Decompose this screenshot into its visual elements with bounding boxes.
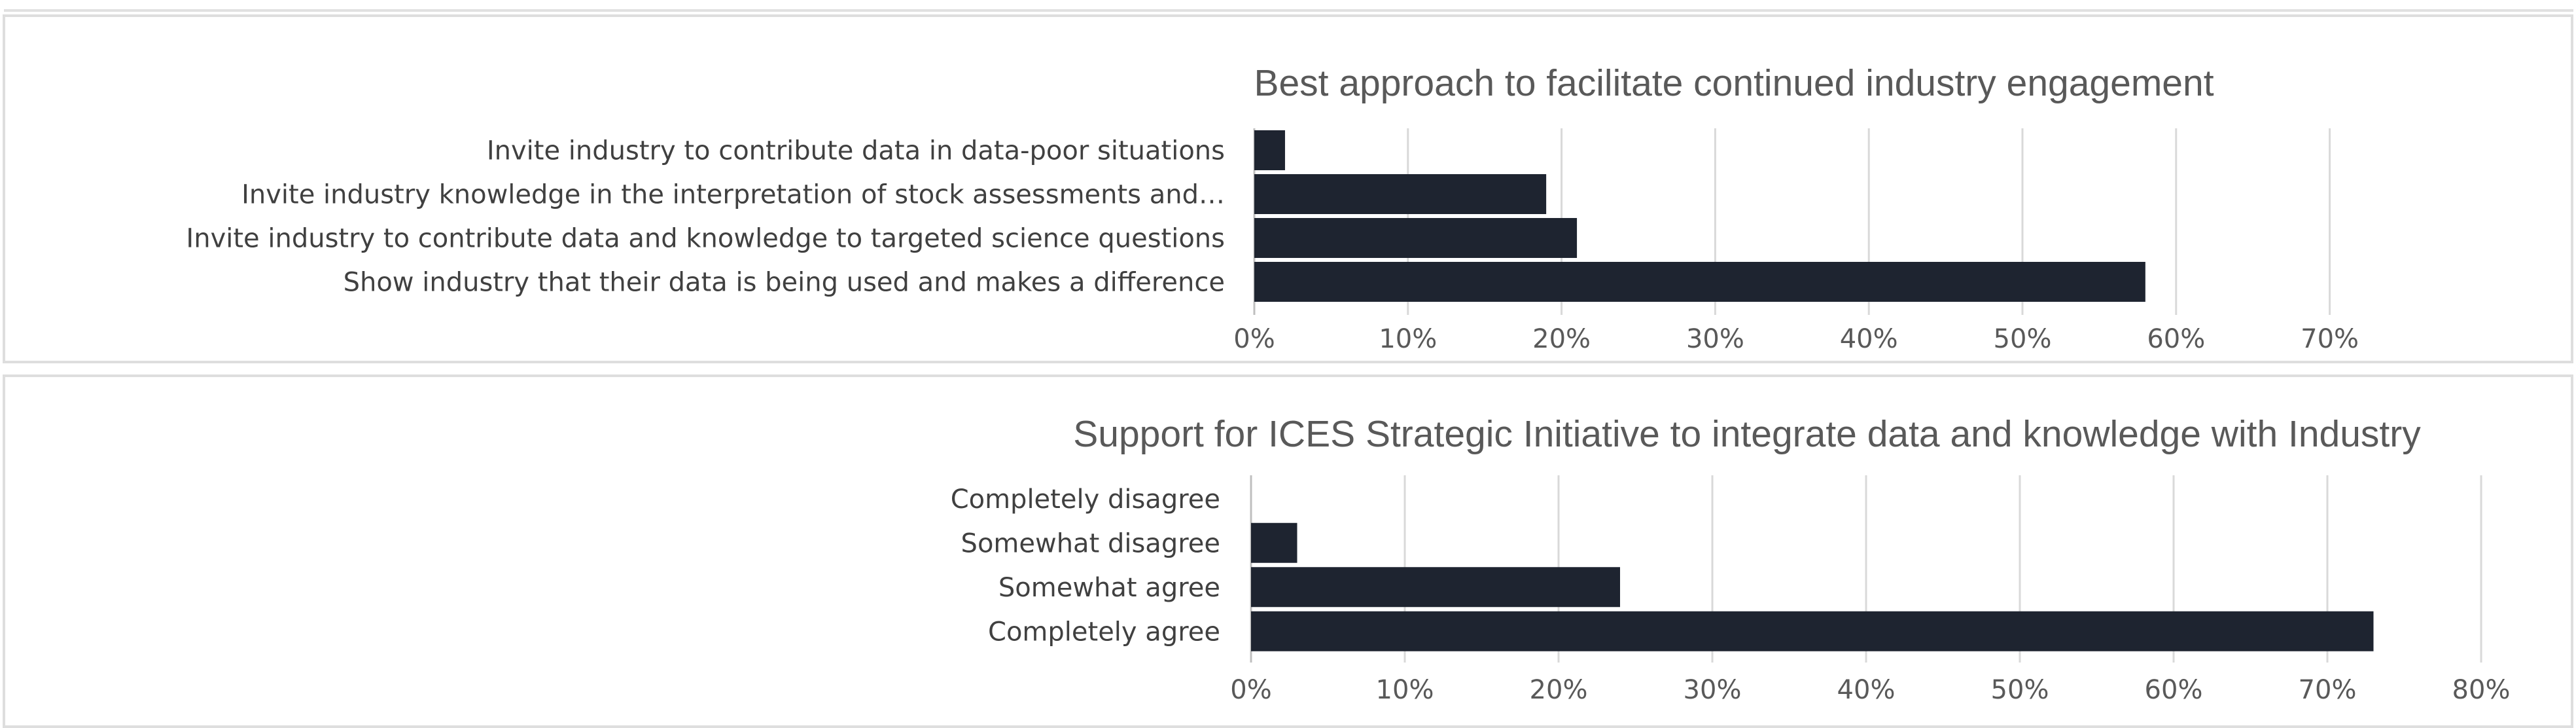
category-label: Show industry that their data is being u… — [344, 268, 1225, 298]
x-tick-label: 30% — [1686, 324, 1744, 354]
chart-ices-support: Support for ICES Strategic Initiative to… — [951, 413, 2511, 705]
top-divider — [4, 9, 2573, 12]
x-tick-label: 50% — [1991, 675, 2049, 705]
category-label: Invite industry knowledge in the interpr… — [241, 180, 1225, 210]
x-tick-label: 60% — [2145, 675, 2203, 705]
chart-title: Best approach to facilitate continued in… — [1254, 62, 2214, 104]
x-tick-label: 20% — [1532, 324, 1591, 354]
chart-panel-industry-engagement: Best approach to facilitate continued in… — [3, 14, 2573, 363]
x-tick-label: 0% — [1233, 324, 1275, 354]
x-tick-label: 60% — [2147, 324, 2205, 354]
chart-panel-ices-support: Support for ICES Strategic Initiative to… — [3, 374, 2573, 728]
bar-series — [1254, 130, 2145, 302]
category-label: Somewhat disagree — [961, 528, 1220, 558]
x-tick-label: 40% — [1840, 324, 1898, 354]
bar-completely-agree — [1251, 611, 2374, 651]
x-tick-label: 20% — [1530, 675, 1588, 705]
chart-industry-engagement: Best approach to facilitate continued in… — [186, 62, 2359, 354]
category-label: Completely disagree — [951, 484, 1220, 515]
bar-somewhat-disagree — [1251, 522, 1297, 563]
category-labels: Invite industry to contribute data in da… — [186, 136, 1225, 298]
x-tick-label: 10% — [1379, 324, 1437, 354]
x-axis-tick-labels: 0% 10% 20% 30% 40% 50% 60% 70% 80% — [1230, 675, 2510, 705]
category-label: Completely agree — [988, 617, 1220, 647]
x-tick-label: 0% — [1230, 675, 1271, 705]
category-labels: Completely disagree Somewhat disagree Some… — [951, 484, 1220, 647]
bar-show-industry-that-their-data-is-being-u — [1254, 262, 2145, 302]
bar-invite-industry-to-contribute-data-in-da — [1254, 130, 1285, 170]
bar-invite-industry-to-contribute-data-and-k — [1254, 218, 1578, 258]
x-tick-label: 70% — [2301, 324, 2359, 354]
x-tick-label: 10% — [1376, 675, 1434, 705]
category-label: Invite industry to contribute data in da… — [487, 136, 1225, 166]
bar-series — [1251, 522, 2374, 651]
bar-somewhat-agree — [1251, 567, 1620, 608]
x-axis-tick-labels: 0% 10% 20% 30% 40% 50% 60% 70% — [1233, 324, 2359, 354]
chart-title: Support for ICES Strategic Initiative to… — [1073, 413, 2421, 455]
x-tick-label: 40% — [1837, 675, 1896, 705]
x-tick-label: 50% — [1994, 324, 2052, 354]
x-tick-label: 80% — [2452, 675, 2511, 705]
bar-invite-industry-knowledge-in-the-interpr — [1254, 174, 1547, 214]
category-label: Somewhat agree — [998, 573, 1220, 603]
x-tick-label: 70% — [2299, 675, 2357, 705]
category-label: Invite industry to contribute data and k… — [186, 224, 1225, 254]
x-tick-label: 30% — [1684, 675, 1742, 705]
